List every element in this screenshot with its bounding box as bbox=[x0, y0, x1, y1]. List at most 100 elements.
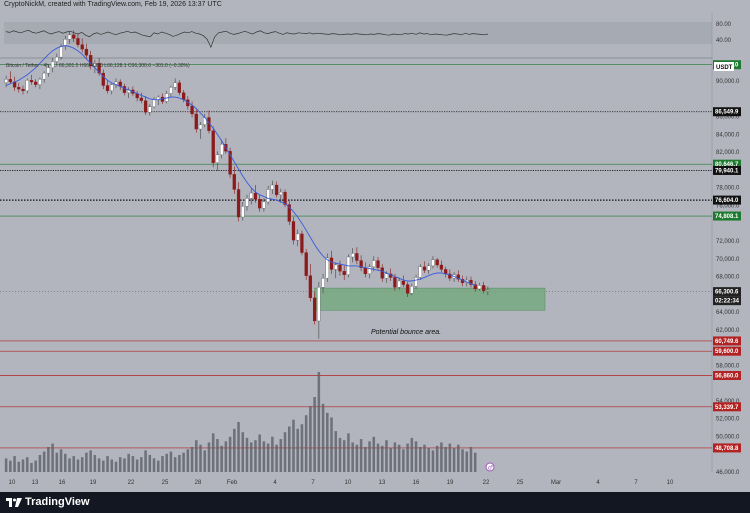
volume-bar bbox=[292, 420, 295, 472]
volume-bar bbox=[233, 429, 236, 472]
candle-body bbox=[300, 234, 303, 253]
candle bbox=[246, 195, 249, 211]
candle bbox=[368, 264, 371, 278]
candle-body bbox=[258, 199, 261, 208]
volume-bar bbox=[68, 458, 71, 472]
chart-legend: Bitcoin / Tether · 4h · ... 66,301.5 H66… bbox=[6, 63, 190, 69]
candle bbox=[102, 70, 105, 90]
candle-body bbox=[26, 80, 29, 91]
chart-canvas[interactable]: 80.0040.00 90,000.086,000.084,000.082,00… bbox=[0, 0, 750, 492]
volume-bar bbox=[318, 372, 321, 472]
candle-body bbox=[440, 265, 443, 269]
candle-body bbox=[279, 192, 282, 195]
candle-body bbox=[55, 57, 58, 61]
time-tick-label: 7 bbox=[634, 480, 638, 486]
volume-bar bbox=[34, 461, 37, 472]
candle bbox=[410, 284, 413, 296]
volume-bar bbox=[123, 458, 126, 472]
candle-body bbox=[81, 45, 84, 49]
candle bbox=[110, 83, 113, 95]
candle bbox=[326, 253, 329, 281]
candle-body bbox=[313, 298, 316, 321]
candle-body bbox=[334, 265, 337, 269]
candle bbox=[123, 84, 126, 96]
candle bbox=[415, 275, 418, 289]
price-tag: 74,808.1 bbox=[713, 212, 741, 221]
candle-body bbox=[9, 79, 12, 82]
volume-bar bbox=[178, 455, 181, 472]
candle bbox=[364, 262, 367, 277]
volume-bar bbox=[119, 457, 122, 472]
volume-bar bbox=[39, 455, 42, 472]
candle-body bbox=[5, 79, 8, 83]
volume-bar bbox=[225, 441, 228, 472]
price-tag: 59,600.0 bbox=[713, 347, 741, 356]
candle-body bbox=[317, 287, 320, 321]
volume-bar bbox=[203, 450, 206, 472]
candle bbox=[157, 95, 160, 105]
candle-body bbox=[385, 274, 388, 278]
volume-bar bbox=[263, 441, 266, 472]
price-tag-label: 59,600.0 bbox=[715, 349, 739, 355]
volume-bar bbox=[199, 445, 202, 472]
countdown-tag: 02:22:34 bbox=[713, 296, 741, 305]
candle-body bbox=[174, 83, 177, 87]
candle bbox=[17, 83, 20, 93]
volume-bar bbox=[309, 406, 312, 472]
candle bbox=[423, 261, 426, 273]
candle-body bbox=[246, 198, 249, 206]
candle bbox=[377, 257, 380, 270]
candle-body bbox=[351, 253, 354, 257]
time-tick-label: 4 bbox=[273, 480, 277, 486]
volume-bar bbox=[280, 439, 283, 472]
volume-bar bbox=[115, 462, 118, 472]
candle-body bbox=[372, 261, 375, 267]
price-tag-label: 53,339.7 bbox=[715, 405, 739, 411]
volume-bar bbox=[423, 445, 426, 472]
candle-body bbox=[241, 206, 244, 217]
candle bbox=[296, 229, 299, 246]
candle-body bbox=[250, 193, 253, 198]
candle-body bbox=[237, 189, 240, 217]
tradingview-logo-icon bbox=[6, 496, 22, 509]
price-tick-label: 68,000.0 bbox=[716, 275, 740, 281]
candle-body bbox=[199, 125, 202, 129]
candle bbox=[165, 91, 168, 103]
volume-bar bbox=[136, 460, 139, 473]
price-tag-label: 74,808.1 bbox=[715, 214, 739, 220]
volume-bar bbox=[60, 449, 63, 472]
event-marker[interactable]: ♂ bbox=[486, 463, 494, 472]
candle bbox=[309, 264, 312, 301]
volume-bar bbox=[313, 397, 316, 472]
price-tick-label: 84,000.0 bbox=[716, 132, 740, 138]
volume-bar bbox=[453, 448, 456, 472]
volume-bar bbox=[457, 445, 460, 472]
price-tag-label: 86,549.9 bbox=[715, 110, 739, 116]
volume-bar bbox=[377, 444, 380, 472]
volume-bar bbox=[212, 433, 215, 472]
tradingview-brand[interactable]: TradingView bbox=[25, 496, 90, 508]
candle-body bbox=[216, 155, 219, 163]
volume-bar bbox=[275, 445, 278, 472]
volume-bar bbox=[343, 440, 346, 472]
volume-bar bbox=[419, 447, 422, 472]
volume-bar bbox=[389, 448, 392, 472]
candle-body bbox=[478, 285, 481, 289]
volume-bar bbox=[26, 457, 29, 472]
volume-bar bbox=[411, 438, 414, 472]
candle bbox=[22, 86, 25, 95]
candle bbox=[26, 78, 29, 93]
time-tick-label: 28 bbox=[195, 480, 202, 486]
volume-bar bbox=[284, 432, 287, 472]
candle bbox=[13, 77, 16, 91]
moving-average-line bbox=[6, 46, 475, 286]
candle bbox=[199, 122, 202, 139]
price-tag: 56,860.0 bbox=[713, 371, 741, 380]
candle bbox=[241, 202, 244, 221]
candle-body bbox=[364, 268, 367, 274]
volume-bar bbox=[51, 444, 54, 472]
price-tick-label: 70,000.0 bbox=[716, 257, 740, 263]
volume-bar bbox=[368, 441, 371, 472]
time-tick-label: 10 bbox=[9, 480, 16, 486]
candle bbox=[127, 87, 130, 98]
